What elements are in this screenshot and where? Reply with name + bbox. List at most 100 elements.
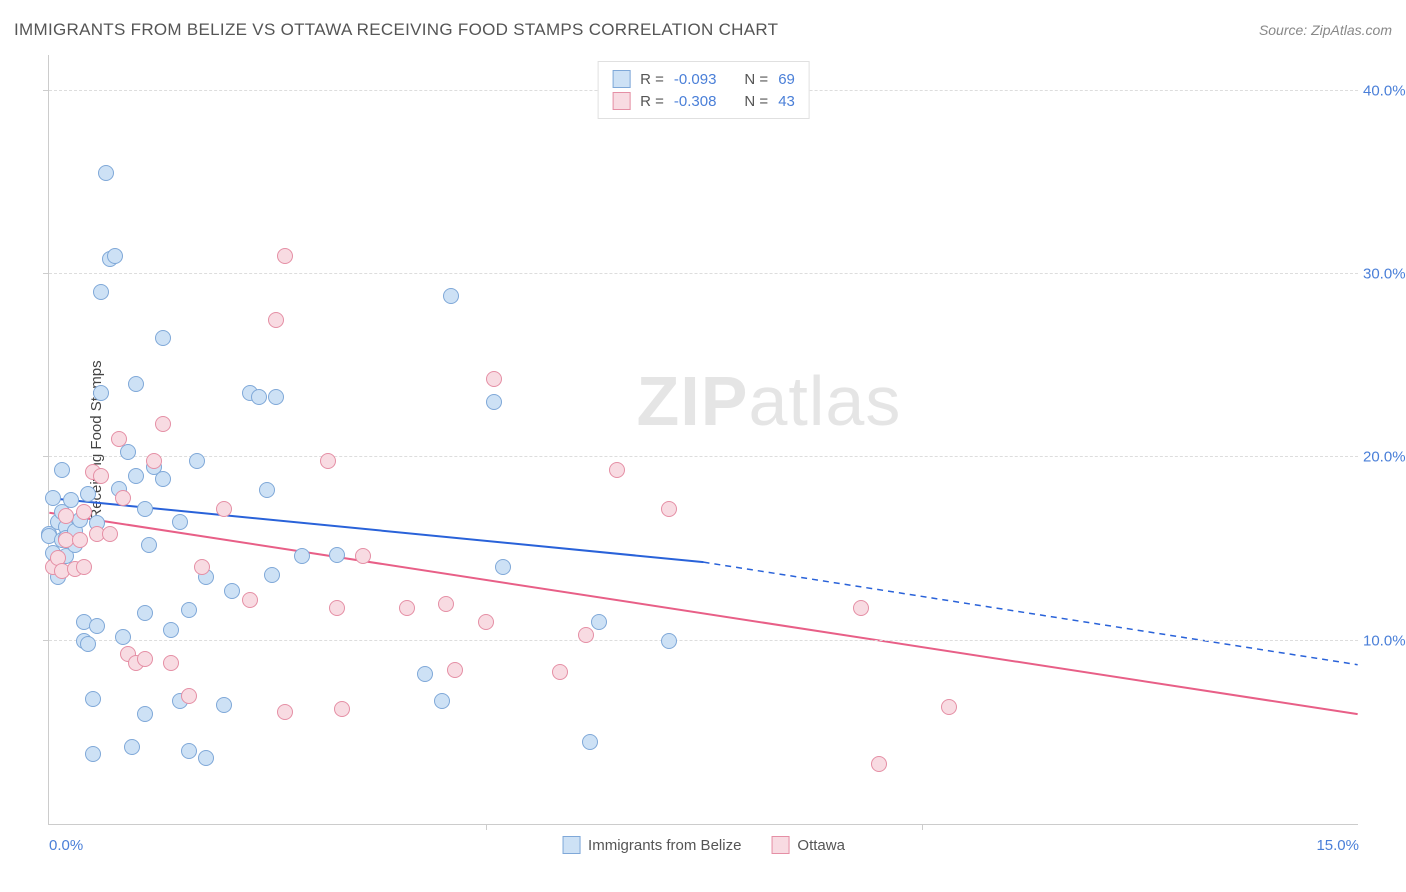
data-point-belize <box>417 666 433 682</box>
data-point-ottawa <box>871 756 887 772</box>
data-point-ottawa <box>486 371 502 387</box>
scatter-chart: Receiving Food Stamps ZIPatlas R =-0.093… <box>48 55 1358 825</box>
y-tick-label: 30.0% <box>1363 266 1406 283</box>
data-point-ottawa <box>355 548 371 564</box>
data-point-belize <box>163 622 179 638</box>
data-point-belize <box>434 693 450 709</box>
data-point-belize <box>259 482 275 498</box>
data-point-belize <box>107 248 123 264</box>
n-value: 43 <box>778 93 795 110</box>
data-point-belize <box>661 633 677 649</box>
data-point-belize <box>85 746 101 762</box>
data-point-ottawa <box>438 596 454 612</box>
data-point-belize <box>137 501 153 517</box>
legend-series-label: Immigrants from Belize <box>588 837 741 854</box>
data-point-belize <box>251 389 267 405</box>
data-point-ottawa <box>111 431 127 447</box>
data-point-ottawa <box>102 526 118 542</box>
legend-swatch <box>612 70 630 88</box>
legend-series-label: Ottawa <box>797 837 845 854</box>
data-point-belize <box>329 547 345 563</box>
y-tick-label: 20.0% <box>1363 449 1406 466</box>
y-tick-label: 10.0% <box>1363 632 1406 649</box>
legend-swatch <box>771 836 789 854</box>
data-point-ottawa <box>661 501 677 517</box>
data-point-ottawa <box>941 699 957 715</box>
data-point-belize <box>264 567 280 583</box>
data-point-belize <box>128 376 144 392</box>
chart-source: Source: ZipAtlas.com <box>1259 22 1392 38</box>
data-point-ottawa <box>329 600 345 616</box>
gridline <box>49 456 1358 457</box>
data-point-belize <box>155 471 171 487</box>
legend-swatch <box>612 92 630 110</box>
series-legend: Immigrants from Belize Ottawa <box>562 836 845 854</box>
data-point-belize <box>89 618 105 634</box>
data-point-belize <box>591 614 607 630</box>
data-point-belize <box>189 453 205 469</box>
legend-swatch <box>562 836 580 854</box>
data-point-ottawa <box>268 312 284 328</box>
data-point-belize <box>93 385 109 401</box>
data-point-ottawa <box>76 504 92 520</box>
data-point-ottawa <box>93 468 109 484</box>
data-point-belize <box>124 739 140 755</box>
data-point-ottawa <box>334 701 350 717</box>
data-point-ottawa <box>478 614 494 630</box>
data-point-belize <box>181 743 197 759</box>
data-point-ottawa <box>216 501 232 517</box>
data-point-belize <box>128 468 144 484</box>
data-point-belize <box>268 389 284 405</box>
data-point-ottawa <box>146 453 162 469</box>
r-label: R = <box>640 93 664 110</box>
data-point-ottawa <box>242 592 258 608</box>
n-value: 69 <box>778 71 795 88</box>
data-point-ottawa <box>853 600 869 616</box>
data-point-belize <box>54 462 70 478</box>
data-point-belize <box>224 583 240 599</box>
legend-stat-row: R =-0.093N =69 <box>612 68 795 90</box>
source-name: ZipAtlas.com <box>1311 22 1392 38</box>
data-point-ottawa <box>194 559 210 575</box>
x-tick-mark <box>922 824 923 830</box>
data-point-ottawa <box>578 627 594 643</box>
data-point-ottawa <box>552 664 568 680</box>
data-point-belize <box>172 514 188 530</box>
trend-lines-layer <box>49 55 1358 824</box>
y-tick-mark <box>43 90 49 91</box>
data-point-ottawa <box>76 559 92 575</box>
chart-title: IMMIGRANTS FROM BELIZE VS OTTAWA RECEIVI… <box>14 20 778 40</box>
data-point-ottawa <box>115 490 131 506</box>
legend-series-item: Immigrants from Belize <box>562 836 741 854</box>
data-point-ottawa <box>277 248 293 264</box>
x-tick-label: 0.0% <box>49 837 83 854</box>
data-point-belize <box>80 486 96 502</box>
data-point-belize <box>115 629 131 645</box>
source-prefix: Source: <box>1259 22 1311 38</box>
data-point-belize <box>85 691 101 707</box>
x-tick-label: 15.0% <box>1316 837 1359 854</box>
data-point-belize <box>137 605 153 621</box>
data-point-ottawa <box>399 600 415 616</box>
data-point-ottawa <box>58 508 74 524</box>
data-point-ottawa <box>155 416 171 432</box>
data-point-belize <box>93 284 109 300</box>
y-tick-mark <box>43 640 49 641</box>
data-point-ottawa <box>609 462 625 478</box>
gridline <box>49 273 1358 274</box>
data-point-belize <box>495 559 511 575</box>
data-point-belize <box>216 697 232 713</box>
data-point-ottawa <box>163 655 179 671</box>
y-tick-mark <box>43 273 49 274</box>
data-point-belize <box>63 492 79 508</box>
data-point-ottawa <box>447 662 463 678</box>
trend-line-dashed-belize <box>704 562 1358 665</box>
x-tick-mark <box>486 824 487 830</box>
trend-line-ottawa <box>49 513 1357 714</box>
data-point-belize <box>582 734 598 750</box>
r-label: R = <box>640 71 664 88</box>
n-label: N = <box>744 71 768 88</box>
data-point-ottawa <box>277 704 293 720</box>
data-point-belize <box>141 537 157 553</box>
data-point-belize <box>80 636 96 652</box>
